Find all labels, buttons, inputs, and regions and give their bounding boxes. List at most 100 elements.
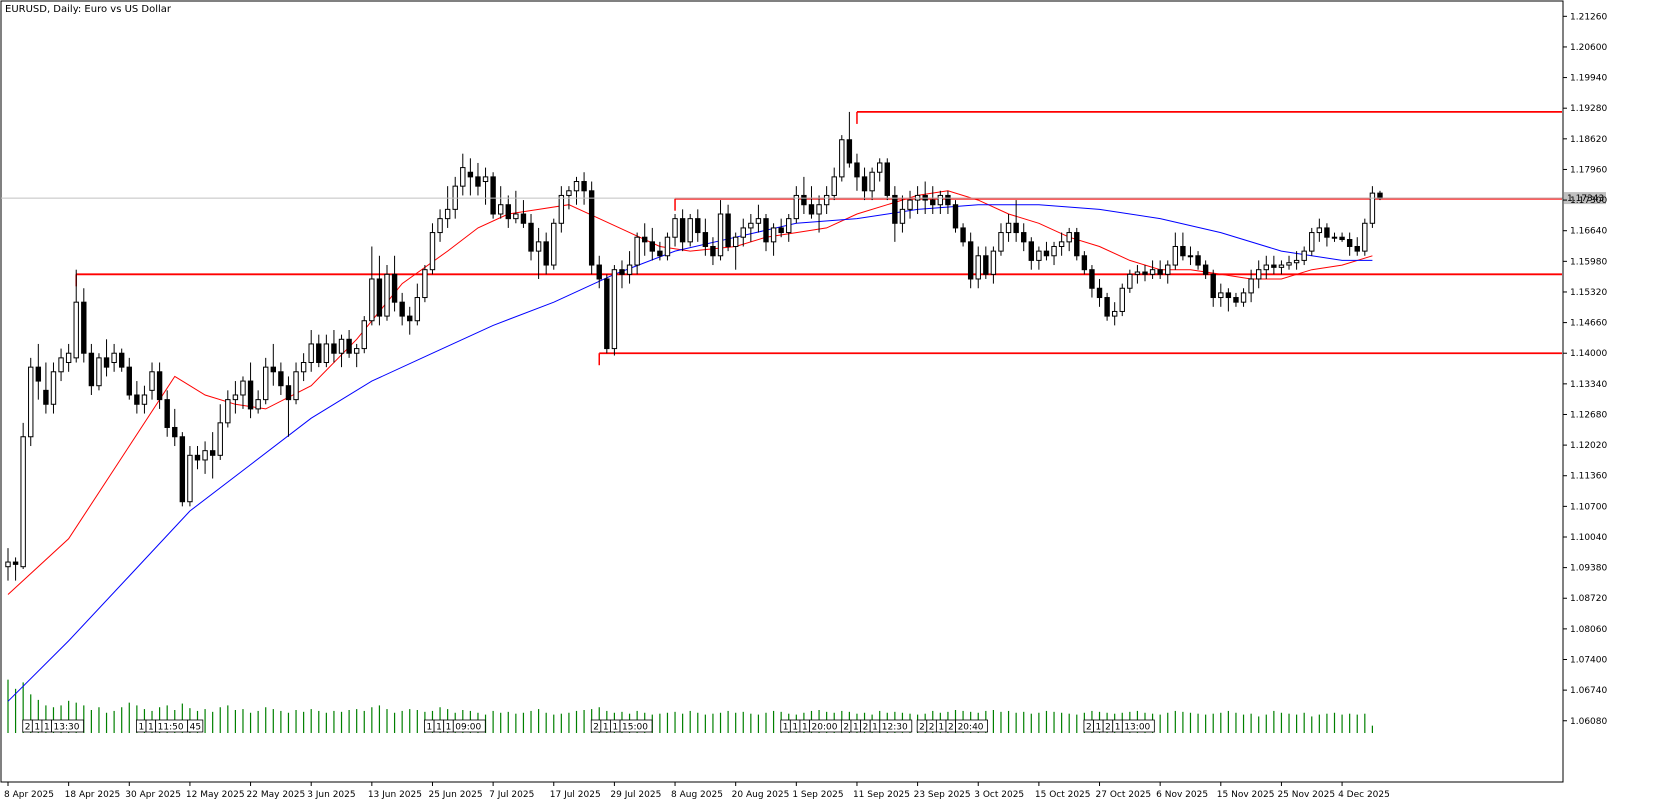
x-tick-label: 15 Oct 2025 bbox=[1035, 790, 1091, 800]
candle-bull bbox=[263, 366, 269, 401]
candle-bull bbox=[255, 399, 261, 410]
candle-bear bbox=[892, 194, 898, 224]
candle-bull bbox=[899, 208, 906, 224]
candle-bear bbox=[679, 218, 686, 243]
candle-bull bbox=[338, 338, 345, 354]
candle-bear bbox=[945, 194, 951, 206]
candle-bull bbox=[1036, 250, 1042, 261]
candle-bear bbox=[861, 176, 868, 192]
session-marker-label: 20:00 bbox=[812, 723, 838, 733]
session-marker-label: 1 bbox=[802, 723, 808, 733]
session-marker-box bbox=[955, 719, 988, 733]
candle-bear bbox=[725, 213, 731, 247]
candle-bull bbox=[634, 236, 640, 266]
candle-bull bbox=[717, 213, 724, 257]
candle-bear bbox=[588, 190, 595, 266]
candle-bull bbox=[323, 343, 330, 364]
candle-bear bbox=[763, 218, 769, 243]
x-tick-label: 25 Jun 2025 bbox=[428, 790, 482, 800]
candle-bear bbox=[1377, 192, 1383, 199]
candle-bull bbox=[907, 199, 913, 210]
candle-bear bbox=[596, 264, 602, 280]
candle-bull bbox=[573, 181, 580, 192]
y-axis: 1.21260 1.20600 1.19940 1.19280 1.18620 1.179… bbox=[1562, 1, 1607, 782]
candle-bull bbox=[937, 194, 944, 206]
candle-bear bbox=[983, 255, 989, 275]
y-tick-label: 1.12680 bbox=[1570, 410, 1607, 420]
session-marker-label: 1 bbox=[1096, 723, 1102, 733]
x-tick-label: 3 Oct 2025 bbox=[974, 790, 1024, 800]
candle-bull bbox=[1066, 232, 1072, 243]
y-tick-label: 1.09380 bbox=[1570, 564, 1607, 574]
candle-bear bbox=[43, 389, 49, 405]
candle-bear bbox=[967, 241, 974, 280]
y-tick-label: 1.14000 bbox=[1570, 349, 1607, 359]
session-marker-label: 1 bbox=[436, 723, 442, 733]
candle-bear bbox=[490, 176, 496, 215]
candle-bear bbox=[407, 315, 413, 322]
candle-bear bbox=[331, 343, 337, 354]
chart-title: EURUSD, Daily: Euro vs US Dollar bbox=[5, 4, 172, 15]
candle-bull bbox=[1240, 292, 1247, 303]
y-tick-label: 1.19940 bbox=[1570, 74, 1607, 84]
candle-bear bbox=[1202, 264, 1209, 275]
y-tick-label: 1.11360 bbox=[1570, 472, 1607, 482]
candle-bull bbox=[1058, 241, 1065, 247]
x-tick-label: 12 May 2025 bbox=[186, 790, 245, 800]
session-marker-label: 09:00 bbox=[455, 723, 481, 733]
x-tick-label: 18 Apr 2025 bbox=[65, 790, 121, 800]
candle-bear bbox=[642, 236, 648, 243]
y-tick-label: 1.21260 bbox=[1570, 12, 1607, 22]
session-marker-label: 12:30 bbox=[882, 723, 908, 733]
candle-bear bbox=[952, 204, 959, 229]
candle-bear bbox=[854, 162, 860, 178]
candle-bull bbox=[975, 255, 981, 280]
session-marker-label: 1 bbox=[612, 723, 618, 733]
x-tick-label: 27 Oct 2025 bbox=[1096, 790, 1152, 800]
session-marker-box bbox=[619, 719, 653, 733]
candle-bear bbox=[581, 181, 587, 192]
candle-bull bbox=[740, 227, 746, 238]
candle-bear bbox=[270, 366, 277, 373]
candle-bull bbox=[793, 194, 800, 220]
candle-bear bbox=[1013, 222, 1019, 234]
y-tick-label: 1.07400 bbox=[1570, 656, 1607, 666]
y-tick-label: 1.08060 bbox=[1570, 625, 1607, 635]
candle-bull bbox=[217, 422, 223, 456]
candle-bear bbox=[1354, 245, 1360, 252]
candle-bull bbox=[232, 394, 239, 401]
candle-bear bbox=[1142, 271, 1148, 275]
y-tick-label: 1.18620 bbox=[1570, 135, 1607, 145]
candle-bull bbox=[414, 297, 421, 322]
candle-bear bbox=[1271, 264, 1277, 268]
candle-bull bbox=[20, 436, 26, 568]
candle-bear bbox=[285, 385, 292, 401]
candle-bear bbox=[81, 301, 87, 354]
candle-bull bbox=[429, 232, 436, 271]
session-marker-label: 45 bbox=[190, 723, 201, 733]
candle-bull bbox=[353, 348, 360, 354]
candle-bear bbox=[1180, 245, 1186, 257]
candle-bull bbox=[566, 190, 572, 196]
session-marker-label: 2 bbox=[25, 723, 31, 733]
candle-bull bbox=[50, 371, 57, 405]
session-marker-label: 1 bbox=[426, 723, 432, 733]
candle-bear bbox=[194, 454, 201, 461]
x-tick-label: 17 Jul 2025 bbox=[550, 790, 601, 800]
candle-bear bbox=[209, 450, 216, 456]
x-tick-label: 6 Nov 2025 bbox=[1156, 790, 1208, 800]
x-tick-label: 29 Jul 2025 bbox=[610, 790, 661, 800]
candle-bear bbox=[35, 366, 42, 382]
candle-bull bbox=[1331, 236, 1338, 239]
session-marker-label: 1 bbox=[792, 723, 798, 733]
candle-bull bbox=[460, 167, 466, 187]
candle-bear bbox=[808, 204, 815, 215]
candle-bear bbox=[543, 241, 549, 266]
session-marker-label: 13:00 bbox=[1124, 723, 1150, 733]
candle-bull bbox=[1149, 269, 1156, 275]
session-marker-label: 13:30 bbox=[54, 723, 80, 733]
y-tick-label: 1.10700 bbox=[1570, 502, 1607, 512]
candle-bull bbox=[513, 213, 519, 220]
session-marker-label: 15:00 bbox=[622, 723, 648, 733]
